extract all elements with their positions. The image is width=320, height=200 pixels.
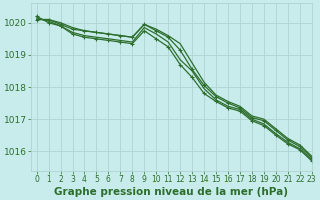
X-axis label: Graphe pression niveau de la mer (hPa): Graphe pression niveau de la mer (hPa) <box>54 187 288 197</box>
